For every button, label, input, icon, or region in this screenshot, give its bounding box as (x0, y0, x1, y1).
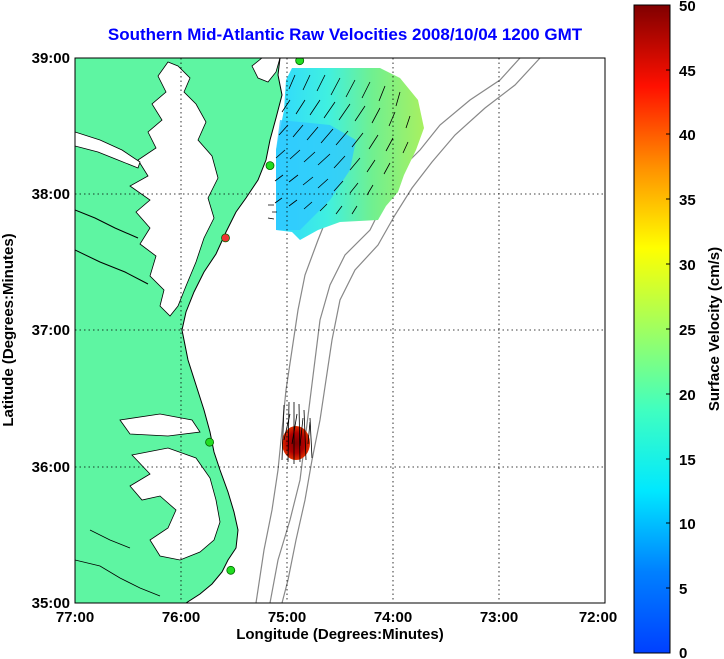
y-tick-label: 37:00 (32, 322, 70, 339)
colorbar-tick-label: 35 (679, 192, 696, 209)
y-tick-label: 36:00 (32, 459, 70, 476)
radar-station-marker (265, 161, 275, 171)
albemarle-sound (119, 413, 201, 437)
velocity-field-south (282, 426, 310, 460)
x-tick-label: 75:00 (268, 609, 306, 626)
x-tick-label: 77:00 (56, 609, 94, 626)
radar-station-marker (221, 233, 230, 243)
radar-station-marker (205, 437, 215, 447)
y-tick-label: 38:00 (32, 186, 70, 203)
colorbar-tick-label: 50 (679, 0, 696, 15)
radar-station-marker (226, 565, 236, 575)
colorbar-tick-label: 25 (679, 322, 696, 339)
colorbar-tick-label: 45 (679, 63, 696, 80)
colorbar-tick-label: 10 (679, 516, 696, 533)
land-mass (75, 58, 282, 603)
velocity-field-north-slow (276, 120, 356, 230)
velocity-vectors-north (267, 74, 411, 220)
y-axis-label: Latitude (Degrees:Minutes) (0, 233, 17, 426)
coastline (181, 58, 283, 603)
x-axis: 77:00 76:00 75:00 74:00 73:00 72:00 Long… (56, 609, 617, 643)
x-tick-label: 72:00 (579, 609, 617, 626)
potomac-river (75, 131, 141, 169)
colorbar-tick-label: 20 (679, 387, 696, 404)
colorbar-label: Surface Velocity (cm/s) (706, 247, 723, 411)
map-plot-area (75, 58, 605, 603)
y-tick-label: 39:00 (32, 50, 70, 67)
colorbar: 50 45 40 35 30 25 20 15 10 5 0 Surface V… (633, 0, 723, 659)
colorbar-tick-label: 40 (679, 127, 696, 144)
colorbar-gradient (633, 4, 671, 654)
delaware-bay (251, 58, 281, 83)
colorbar-tick-label: 0 (679, 645, 687, 659)
x-axis-label: Longitude (Degrees:Minutes) (236, 626, 444, 643)
colorbar-tick-label: 5 (679, 581, 687, 598)
radar-stations (205, 58, 305, 575)
x-tick-label: 73:00 (480, 609, 518, 626)
colorbar-tick-label: 30 (679, 257, 696, 274)
grid-lines (75, 58, 605, 603)
chart-title: Southern Mid-Atlantic Raw Velocities 200… (108, 25, 583, 44)
x-tick-label: 76:00 (162, 609, 200, 626)
radar-station-marker (295, 58, 305, 66)
plot-frame (74, 57, 606, 604)
nc-coastal-inlets (75, 529, 161, 597)
rappahannock-river (75, 209, 149, 285)
chesapeake-bay (129, 61, 219, 317)
y-tick-label: 35:00 (32, 595, 70, 612)
x-tick-label: 74:00 (374, 609, 412, 626)
colorbar-tick-label: 15 (679, 452, 696, 469)
colorbar-ticks (666, 4, 670, 589)
pamlico-sound (129, 447, 221, 561)
y-axis: 39:00 38:00 37:00 36:00 35:00 Latitude (… (0, 50, 70, 612)
